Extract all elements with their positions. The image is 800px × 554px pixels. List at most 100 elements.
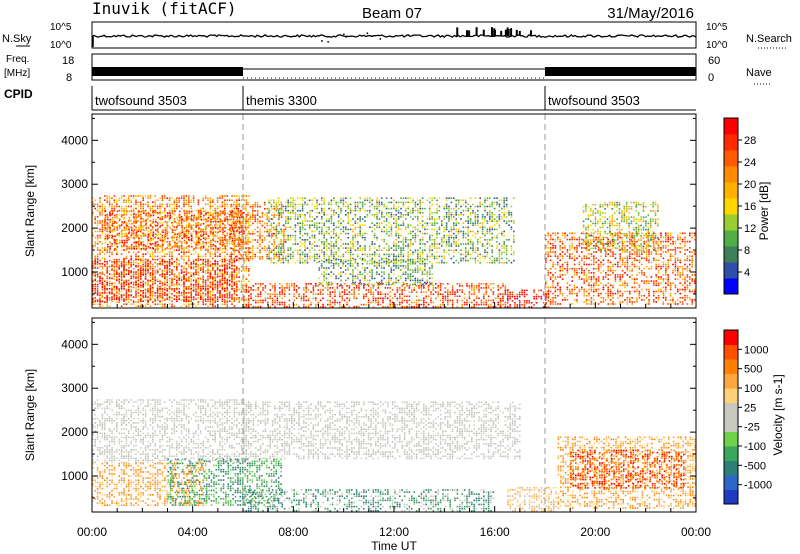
data-cell bbox=[235, 245, 237, 248]
data-cell bbox=[301, 205, 304, 208]
data-cell bbox=[259, 293, 262, 295]
data-cell bbox=[173, 283, 176, 286]
data-cell bbox=[94, 218, 96, 220]
data-cell bbox=[378, 222, 381, 224]
data-cell bbox=[281, 303, 283, 306]
data-cell bbox=[202, 258, 204, 261]
data-cell bbox=[402, 224, 405, 226]
data-cell bbox=[216, 205, 219, 208]
data-cell bbox=[402, 259, 405, 262]
data-cell bbox=[325, 249, 328, 251]
data-cell bbox=[231, 258, 233, 261]
data-cell bbox=[373, 224, 376, 226]
data-cell bbox=[234, 235, 236, 238]
data-cell bbox=[387, 293, 389, 295]
data-cell bbox=[270, 228, 273, 231]
data-cell bbox=[333, 253, 335, 256]
data-cell bbox=[176, 236, 178, 239]
data-cell bbox=[262, 287, 264, 289]
data-cell bbox=[313, 218, 316, 220]
data-cell bbox=[400, 249, 402, 251]
data-cell bbox=[475, 295, 478, 298]
data-cell bbox=[342, 199, 345, 202]
data-cell bbox=[140, 272, 142, 274]
data-cell bbox=[104, 238, 106, 241]
data-cell bbox=[309, 216, 311, 218]
data-cell bbox=[420, 285, 423, 287]
data-cell bbox=[366, 209, 369, 212]
data-cell bbox=[204, 298, 207, 300]
data-cell bbox=[391, 289, 394, 291]
data-cell bbox=[375, 289, 377, 291]
data-cell bbox=[169, 248, 171, 250]
data-cell bbox=[190, 201, 192, 203]
data-cell bbox=[120, 285, 123, 288]
data-cell bbox=[342, 261, 345, 264]
data-cell bbox=[397, 224, 400, 226]
data-cell bbox=[120, 271, 123, 273]
data-cell bbox=[104, 301, 106, 303]
data-cell bbox=[185, 300, 188, 302]
data-cell bbox=[123, 245, 125, 247]
data-cell bbox=[351, 293, 353, 295]
data-cell bbox=[276, 293, 279, 295]
data-cell bbox=[118, 288, 120, 290]
data-cell bbox=[316, 222, 318, 224]
data-cell bbox=[485, 299, 487, 302]
data-cell bbox=[92, 285, 94, 288]
data-cell bbox=[142, 197, 144, 199]
data-cell bbox=[118, 275, 120, 278]
data-cell bbox=[252, 205, 254, 208]
data-cell bbox=[166, 228, 168, 231]
data-cell bbox=[174, 210, 176, 213]
data-cell bbox=[180, 232, 183, 235]
data-cell bbox=[214, 297, 216, 299]
data-cell bbox=[108, 222, 111, 224]
data-cell bbox=[323, 236, 325, 239]
data-cell bbox=[376, 218, 378, 220]
data-cell bbox=[234, 210, 236, 213]
data-cell bbox=[299, 245, 301, 247]
data-cell bbox=[243, 284, 245, 287]
data-cell bbox=[413, 287, 415, 289]
data-cell bbox=[292, 201, 294, 204]
data-cell bbox=[143, 233, 145, 235]
data-cell bbox=[94, 303, 96, 305]
data-cell bbox=[304, 243, 306, 245]
data-cell bbox=[144, 269, 147, 271]
data-cell bbox=[155, 225, 157, 227]
data-cell bbox=[381, 209, 383, 212]
data-cell bbox=[247, 220, 249, 223]
data-cell bbox=[154, 236, 156, 239]
data-cell bbox=[259, 235, 261, 237]
data-cell bbox=[243, 259, 245, 262]
data-cell bbox=[214, 283, 216, 286]
data-cell bbox=[277, 209, 280, 212]
data-cell bbox=[248, 195, 250, 197]
data-cell bbox=[381, 201, 383, 204]
data-cell bbox=[354, 226, 357, 229]
data-cell bbox=[224, 281, 226, 284]
data-cell bbox=[121, 241, 123, 244]
data-cell bbox=[270, 203, 273, 206]
data-cell bbox=[188, 305, 190, 307]
data-cell bbox=[226, 282, 228, 285]
data-cell bbox=[295, 285, 298, 287]
data-cell bbox=[324, 287, 327, 289]
data-cell bbox=[224, 230, 226, 233]
data-cell bbox=[149, 297, 152, 299]
data-cell bbox=[171, 280, 173, 283]
data-cell bbox=[490, 283, 492, 285]
data-cell bbox=[252, 255, 254, 258]
data-cell bbox=[313, 222, 316, 224]
data-cell bbox=[311, 243, 313, 245]
data-cell bbox=[176, 265, 178, 268]
data-cell bbox=[393, 216, 395, 218]
data-cell bbox=[226, 288, 228, 290]
data-cell bbox=[144, 267, 147, 269]
data-cell bbox=[168, 271, 171, 273]
data-cell bbox=[168, 261, 171, 264]
data-cell bbox=[116, 260, 118, 263]
data-cell bbox=[322, 303, 324, 306]
data-cell bbox=[183, 227, 186, 229]
